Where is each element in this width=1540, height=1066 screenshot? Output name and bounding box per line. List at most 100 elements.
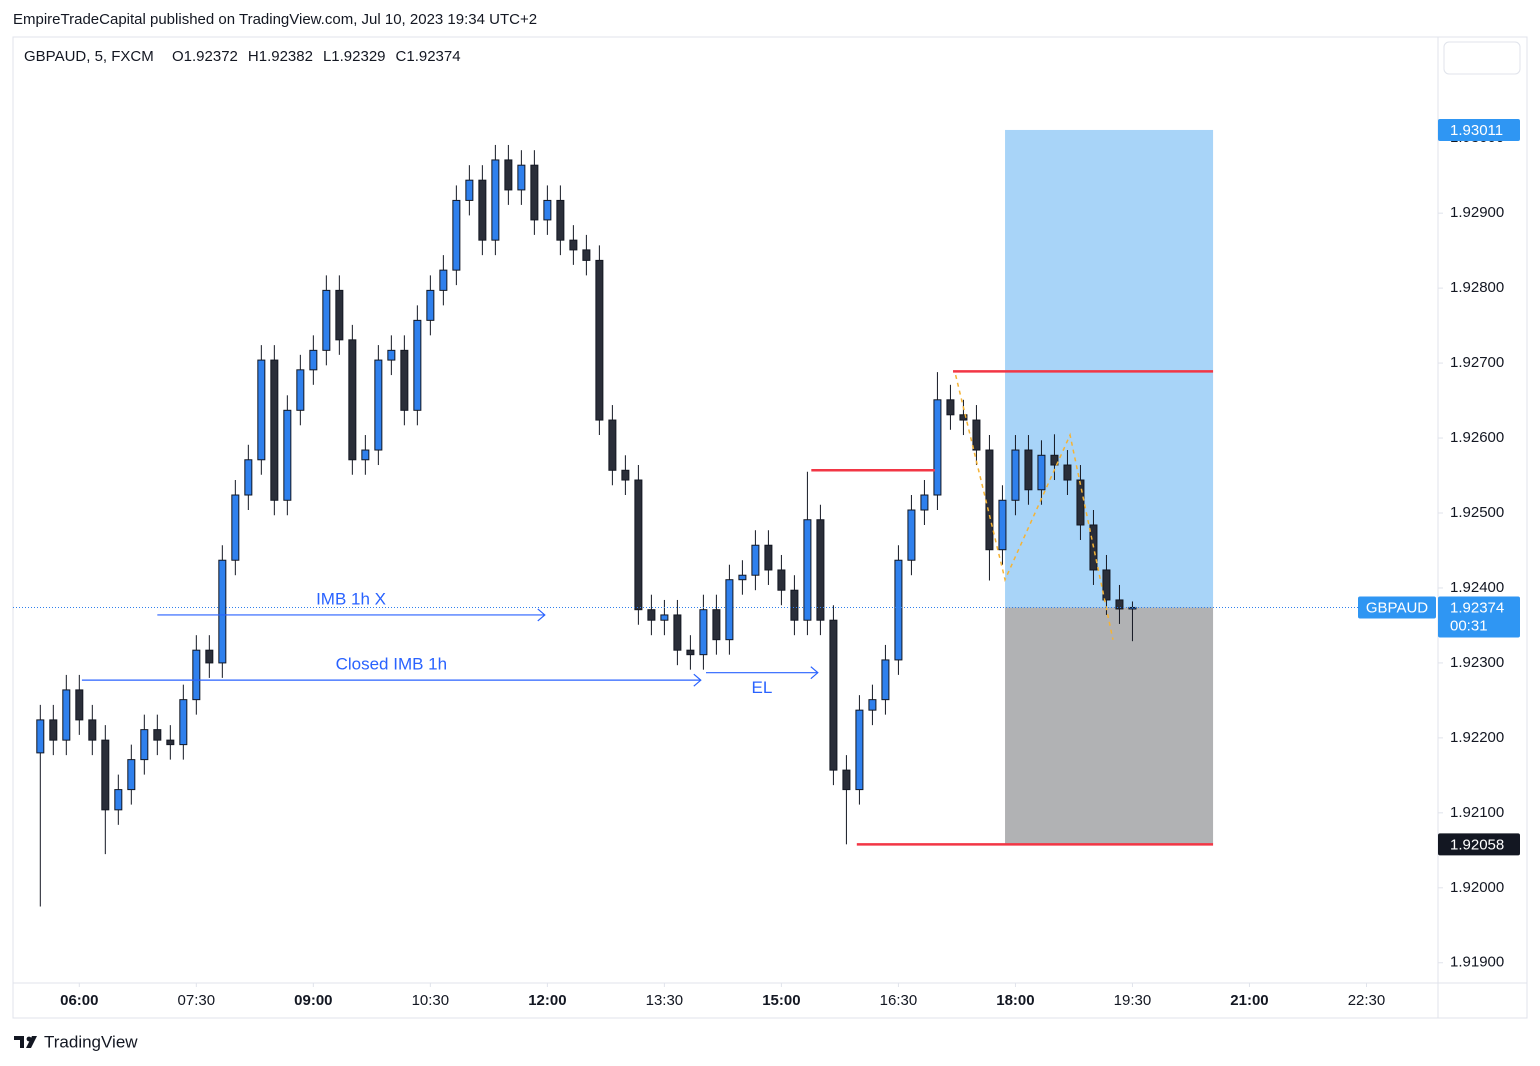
candle-body	[426, 289, 435, 321]
price-tag-label: 1.92374	[1450, 599, 1504, 616]
candle-body	[504, 159, 513, 191]
y-tick-label: 1.92800	[1450, 279, 1504, 296]
candle-body	[686, 649, 695, 656]
stop-zone	[1005, 607, 1214, 845]
candle-body	[881, 659, 890, 701]
candle-body	[348, 339, 357, 461]
candle-body	[634, 479, 643, 611]
candle-body	[842, 769, 851, 791]
candle-body	[1050, 454, 1059, 466]
candle-body	[478, 179, 487, 241]
candle-body	[673, 614, 682, 651]
candle-body	[491, 159, 500, 241]
y-tick-label: 1.92500	[1450, 504, 1504, 521]
symbol: GBPAUD, 5, FXCM	[24, 48, 154, 65]
annotation-label: Closed IMB 1h	[336, 655, 448, 674]
candle-body	[309, 349, 318, 371]
logo-dot	[26, 1036, 32, 1042]
candle-body	[75, 689, 84, 721]
candle-body	[257, 359, 266, 461]
y-tick-label: 1.92000	[1450, 879, 1504, 896]
countdown: 00:31	[1450, 617, 1488, 634]
candle-body	[725, 579, 734, 641]
y-tick-label: 1.92300	[1450, 654, 1504, 671]
ohlc-value: O1.92372	[172, 48, 238, 65]
candle-body	[465, 179, 474, 201]
candle-body	[868, 699, 877, 711]
candle-body	[166, 739, 175, 746]
scale-button[interactable]	[1443, 41, 1521, 75]
x-tick-label: 16:30	[880, 992, 918, 1009]
y-tick-label: 1.92700	[1450, 354, 1504, 371]
candle-body	[972, 419, 981, 451]
candle-body	[296, 369, 305, 411]
position-layer	[1005, 129, 1214, 845]
candle-body	[946, 399, 955, 416]
candle-body	[1076, 479, 1085, 526]
candle-body	[790, 589, 799, 621]
candle-body	[283, 409, 292, 501]
candle-body	[998, 499, 1007, 551]
candle-body	[400, 349, 409, 411]
candle-body	[413, 319, 422, 411]
candle-body	[738, 574, 747, 581]
y-tick-label: 1.92900	[1450, 204, 1504, 221]
target-tag	[1438, 118, 1520, 141]
candle-body	[556, 199, 565, 241]
x-tick-label: 18:00	[996, 992, 1034, 1009]
x-tick-label: 22:30	[1348, 992, 1386, 1009]
candle-body	[855, 709, 864, 791]
candle-body	[517, 164, 526, 191]
candle-body	[894, 559, 903, 661]
candle-body	[1115, 599, 1124, 610]
y-tick-label: 1.92200	[1450, 729, 1504, 746]
y-tick-label: 1.91900	[1450, 954, 1504, 971]
candle-body	[816, 519, 825, 621]
candle-body	[764, 544, 773, 571]
candle-body	[985, 449, 994, 551]
x-tick-label: 09:00	[294, 992, 332, 1009]
ohlc-value: C1.92374	[396, 48, 461, 65]
candle-body	[712, 609, 721, 641]
candle-layer	[36, 144, 1137, 907]
candle-body	[660, 614, 669, 621]
candle-body	[699, 609, 708, 656]
x-tick-label: 15:00	[762, 992, 800, 1009]
overlay-layer: IMB 1h X Closed IMB 1h EL	[13, 370, 1438, 846]
candle-body	[803, 519, 812, 621]
symbol-tag	[1358, 596, 1436, 619]
candle-body	[595, 259, 604, 421]
candle-body	[647, 609, 656, 621]
y-tick-label: 1.92600	[1450, 429, 1504, 446]
candle-body	[920, 494, 929, 511]
candle-body	[101, 739, 110, 811]
candle-body	[777, 569, 786, 591]
candle-body	[1037, 454, 1046, 491]
candle-body	[374, 359, 383, 451]
candle-body	[569, 239, 578, 251]
candle-body	[335, 289, 344, 341]
y-tick-label: 1.92100	[1450, 804, 1504, 821]
x-tick-label: 12:00	[528, 992, 566, 1009]
arrow-head	[537, 608, 546, 622]
symbol-tag-label: GBPAUD	[1366, 599, 1428, 616]
x-tick-label: 21:00	[1230, 992, 1268, 1009]
x-tick-label: 10:30	[412, 992, 450, 1009]
brand: TradingView	[44, 1032, 138, 1051]
candle-body	[49, 719, 58, 741]
candle-body	[114, 789, 123, 811]
candle-body	[452, 199, 461, 271]
annotation-label: EL	[752, 678, 773, 697]
candle-body	[959, 414, 968, 421]
candle-body	[387, 349, 396, 361]
candle-body	[1011, 449, 1020, 501]
candle-body	[205, 649, 214, 664]
candle-body	[140, 729, 149, 761]
candle-body	[127, 759, 136, 791]
candle-body	[322, 289, 331, 351]
x-tick-label: 06:00	[60, 992, 98, 1009]
candle-body	[270, 359, 279, 501]
candle-body	[530, 164, 539, 221]
candle-body	[933, 399, 942, 496]
